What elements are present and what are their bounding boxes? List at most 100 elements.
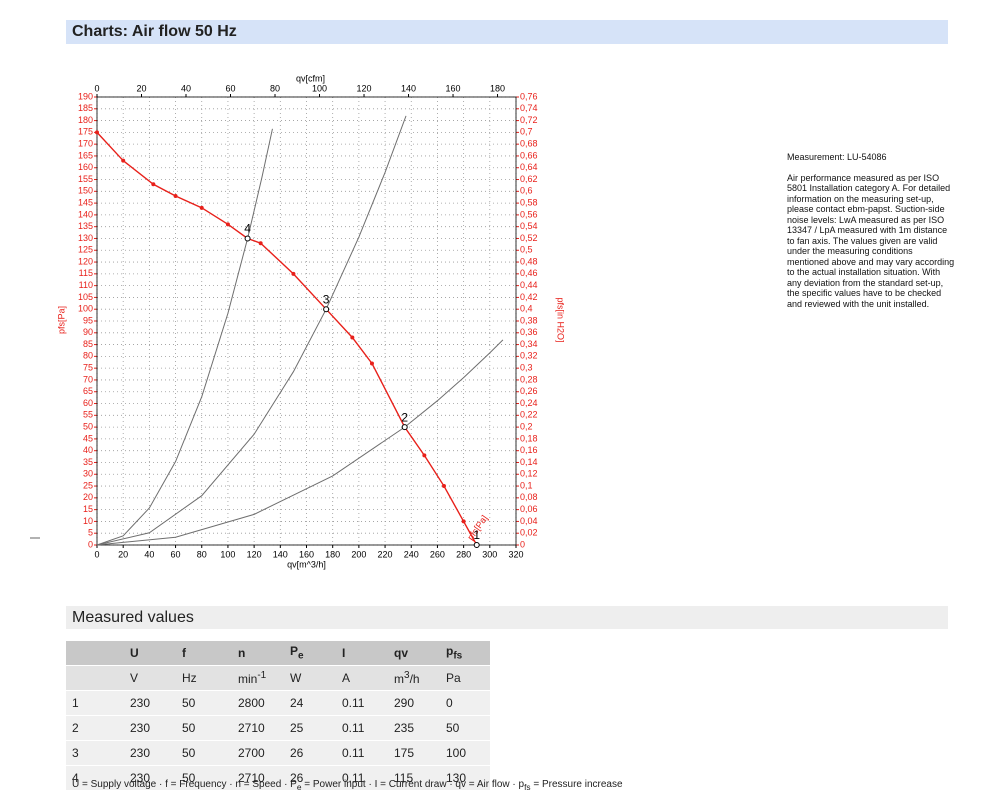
text: m [394, 672, 404, 686]
y2-tick-label: 0,32 [520, 351, 538, 361]
cell: 1 [66, 690, 124, 716]
section-header: Charts: Air flow 50 Hz [66, 20, 948, 44]
notes-text: Air performance measured as per ISO 5801… [787, 172, 955, 309]
cell: 24 [284, 690, 336, 716]
text: W [290, 671, 302, 685]
cell: 4 [66, 765, 124, 791]
x-tick-label: 180 [325, 549, 340, 559]
y2-tick-label: 0,46 [520, 268, 538, 278]
y2-tick-label: 0,7 [520, 127, 533, 137]
subscript: fs [453, 650, 463, 662]
cell: 115 [388, 765, 440, 791]
y-axis-title: pfs[Pa] [56, 306, 66, 334]
y-tick-label: 110 [79, 280, 93, 290]
y-tick-label: 175 [78, 127, 93, 137]
header-cell: U [124, 641, 176, 666]
cell: 0.11 [336, 715, 388, 741]
cell: 50 [176, 715, 232, 741]
text: I [342, 646, 346, 660]
y2-tick-label: 0,3 [520, 363, 533, 373]
x2-tick-label: 180 [490, 83, 505, 93]
data-row: 1 230 50 2800 24 0.11 290 0 [66, 690, 490, 716]
cell: 3 [66, 740, 124, 766]
curve-point [350, 335, 355, 340]
y2-tick-label: 0,52 [520, 233, 538, 243]
y-tick-label: 115 [79, 268, 93, 278]
cell: 2710 [232, 715, 284, 741]
curve-point [422, 453, 427, 458]
x-tick-label: 300 [482, 549, 497, 559]
curve [96, 128, 273, 546]
header-cell: qv [388, 641, 440, 666]
cell: 2 [66, 715, 124, 741]
cell [66, 665, 124, 691]
curve-point [369, 361, 374, 366]
y-tick-label: 10 [83, 516, 93, 526]
y-tick-label: 125 [78, 245, 93, 255]
text: Hz [182, 671, 197, 685]
y2-tick-label: 0,22 [520, 410, 538, 420]
y2-tick-label: 0,34 [520, 339, 538, 349]
y2-tick-label: 0,12 [520, 469, 538, 479]
curve-point [121, 158, 126, 163]
y-tick-label: 55 [83, 410, 93, 420]
table-title: Measured values [66, 606, 948, 629]
cell: 230 [124, 740, 176, 766]
cell: 230 [124, 765, 176, 791]
text: qv [394, 646, 409, 660]
subscript: fs [524, 782, 531, 792]
y-tick-label: 105 [78, 292, 93, 302]
unit-cell: V [124, 665, 176, 691]
y2-tick-label: 0,44 [520, 280, 538, 290]
data-row: 2 230 50 2710 25 0.11 235 50 [66, 715, 490, 741]
x2-tick-label: 120 [357, 83, 372, 93]
y2-tick-label: 0,26 [520, 386, 538, 396]
cell: 175 [388, 740, 440, 766]
y-tick-label: 130 [78, 233, 93, 243]
x-tick-label: 60 [171, 549, 181, 559]
x2-tick-label: 160 [446, 83, 461, 93]
curve [96, 115, 407, 546]
curve-point [291, 271, 296, 276]
cell: 50 [440, 715, 490, 741]
operating-point [401, 424, 408, 431]
subscript: e [296, 782, 302, 792]
curve-point [461, 519, 466, 524]
y-tick-label: 85 [83, 339, 93, 349]
x-axis-title: qv[m^3/h] [287, 559, 326, 569]
curve [96, 131, 478, 546]
curve-point [151, 182, 156, 187]
x2-tick-label: 40 [181, 83, 191, 93]
x2-tick-label: 80 [270, 83, 280, 93]
text: V [130, 671, 139, 685]
y-tick-label: 95 [83, 315, 93, 325]
y-tick-label: 170 [78, 139, 93, 149]
y-tick-label: 165 [78, 150, 93, 160]
operating-point [323, 306, 330, 313]
unit-cell: Hz [176, 665, 232, 691]
y-tick-label: 80 [83, 351, 93, 361]
cell: 130 [440, 765, 490, 791]
x-tick-label: 40 [144, 549, 154, 559]
y-tick-label: 0 [88, 539, 93, 549]
y-tick-label: 30 [83, 469, 93, 479]
y2-tick-label: 0,68 [520, 139, 538, 149]
cell: 0.11 [336, 740, 388, 766]
x2-tick-label: 140 [401, 83, 416, 93]
header-cell: I [336, 641, 388, 666]
curve-point [441, 484, 446, 489]
cell: 2800 [232, 690, 284, 716]
data-row: 4 230 50 2710 26 0.11 115 130 [66, 765, 490, 791]
y-tick-label: 185 [78, 103, 93, 113]
y2-tick-label: 0,4 [520, 304, 533, 314]
subscript: e [298, 650, 304, 662]
y2-tick-label: 0,48 [520, 256, 538, 266]
chart: 0510152025303540455055606570758085909510… [30, 73, 566, 569]
y-tick-label: 65 [83, 386, 93, 396]
cell: 290 [388, 690, 440, 716]
cell: 26 [284, 740, 336, 766]
y2-tick-label: 0,72 [520, 115, 538, 125]
cell: 26 [284, 765, 336, 791]
